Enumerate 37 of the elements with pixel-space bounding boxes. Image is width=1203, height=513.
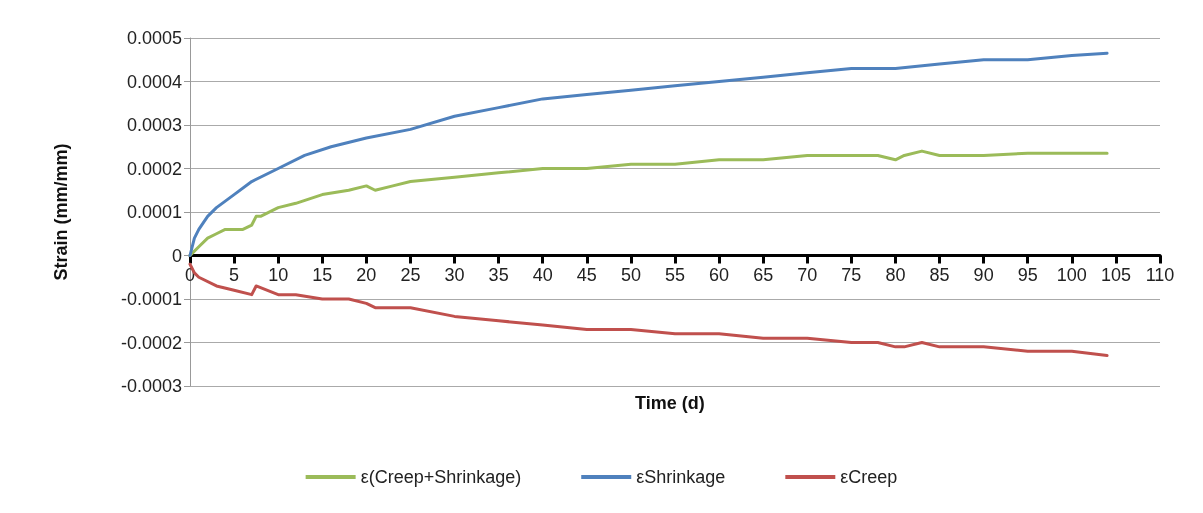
x-tick-label: 95	[1017, 264, 1038, 285]
x-tick-label: 10	[268, 264, 289, 285]
legend-label: ε(Creep+Shrinkage)	[360, 467, 522, 487]
y-tick-label: 0.0003	[126, 115, 182, 135]
y-tick-label: 0.0005	[126, 28, 182, 48]
y-axis-title: Strain (mm/mm)	[51, 143, 71, 281]
y-tick-label: 0.0004	[126, 71, 182, 92]
x-tick-label: 100	[1056, 264, 1087, 285]
x-tick-label: 60	[709, 264, 730, 285]
x-axis-title: Time (d)	[635, 393, 705, 413]
x-tick-label: 35	[488, 264, 509, 285]
y-tick-label: -0.0002	[120, 332, 182, 353]
legend-label: εCreep	[840, 467, 898, 487]
x-tick-label: 110	[1145, 264, 1175, 285]
x-tick-label: 15	[312, 264, 333, 285]
x-tick-label: 5	[229, 264, 240, 285]
x-tick-label: 75	[841, 264, 862, 285]
x-tick-label: 25	[400, 264, 421, 285]
x-tick-label: 65	[753, 264, 774, 285]
x-tick-label: 50	[620, 264, 641, 285]
x-tick-label: 55	[664, 264, 686, 285]
x-tick-label: 30	[444, 264, 465, 285]
x-tick-label: 70	[797, 264, 818, 285]
x-tick-label: 80	[885, 264, 906, 285]
y-tick-label: 0	[171, 245, 182, 266]
legend-label: εShrinkage	[636, 467, 726, 487]
line-series	[188, 51, 1109, 257]
y-tick-label: -0.0003	[120, 376, 182, 396]
y-tick-label: 0.0002	[126, 158, 182, 179]
y-tick-label: -0.0001	[120, 289, 182, 309]
x-tick-label: 85	[929, 264, 950, 285]
x-tick-label: 45	[576, 264, 597, 285]
y-tick-label: 0.0001	[126, 202, 182, 222]
x-tick-label: 105	[1100, 264, 1131, 285]
x-tick-label: 20	[356, 264, 377, 285]
x-tick-label: 90	[973, 264, 994, 285]
x-tick-label: 40	[532, 264, 553, 285]
